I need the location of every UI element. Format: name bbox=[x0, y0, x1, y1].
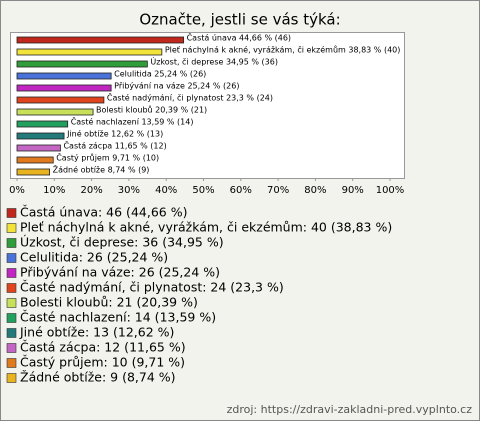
bar-label: Časté nachlazení 13,59 % (14) bbox=[71, 116, 194, 127]
bar bbox=[16, 48, 163, 56]
bar-label: Přibývání na váze 25,24 % (26) bbox=[114, 82, 239, 91]
bar bbox=[16, 156, 54, 164]
legend-swatch bbox=[6, 238, 17, 248]
bar bbox=[16, 84, 112, 92]
legend-label: Časté nadýmání, či plynatost: 24 (23,3 %… bbox=[20, 280, 284, 295]
x-tick-label: 60% bbox=[230, 185, 252, 196]
bar-label: Úzkost, či deprese 34,95 % (36) bbox=[150, 56, 278, 67]
bar-label: Bolesti kloubů 20,39 % (21) bbox=[96, 105, 207, 115]
legend-label: Jiné obtíže: 13 (12,62 %) bbox=[19, 325, 174, 340]
x-tick-label: 80% bbox=[304, 185, 326, 196]
bar bbox=[16, 60, 148, 68]
bar bbox=[16, 72, 112, 80]
legend-swatch bbox=[6, 208, 17, 218]
x-tick-label: 0% bbox=[9, 185, 25, 196]
source: zdroj: https://zdravi-zakladni-pred.vypl… bbox=[227, 403, 473, 416]
bar bbox=[16, 132, 65, 140]
bar bbox=[16, 96, 105, 104]
bar-label: Častý průjem 9,71 % (10) bbox=[56, 152, 159, 163]
x-tick-label: 70% bbox=[267, 185, 289, 196]
legend-swatch bbox=[6, 358, 17, 368]
legend-label: Častá únava: 46 (44,66 %) bbox=[20, 205, 187, 220]
bar-label: Časté nadýmání, či plynatost 23,3 % (24) bbox=[107, 92, 273, 103]
x-tick-label: 40% bbox=[155, 185, 177, 196]
bar bbox=[16, 144, 61, 152]
bar bbox=[16, 36, 184, 44]
bar bbox=[16, 108, 94, 116]
bar-label: Jiné obtíže 12,62 % (13) bbox=[66, 129, 163, 139]
legend-swatch bbox=[6, 343, 17, 353]
bar-label: Pleť náchylná k akné, vyrážkám, či ekzém… bbox=[165, 45, 401, 55]
legend-label: Častá zácpa: 12 (11,65 %) bbox=[20, 340, 186, 355]
legend-label: Častý průjem: 10 (9,71 %) bbox=[20, 355, 185, 370]
plot-area bbox=[10, 32, 405, 179]
legend-swatch bbox=[6, 328, 17, 338]
bar bbox=[16, 120, 69, 128]
x-tick-label: 10% bbox=[43, 185, 65, 196]
x-tick-label: 90% bbox=[342, 185, 364, 196]
legend-label: Celulitida: 26 (25,24 %) bbox=[20, 250, 168, 265]
legend-label: Pleť náchylná k akné, vyrážkám, či ekzém… bbox=[20, 220, 392, 235]
legend-swatch bbox=[6, 268, 17, 278]
bar-label: Celulitida 25,24 % (26) bbox=[114, 70, 206, 79]
chart-title: Označte, jestli se vás týká: bbox=[139, 11, 340, 29]
legend-label: Úzkost, či deprese: 36 (34,95 %) bbox=[20, 235, 224, 250]
x-tick-label: 50% bbox=[192, 185, 214, 196]
bar-label: Častá zácpa 11,65 % (12) bbox=[63, 140, 166, 151]
legend-swatch bbox=[6, 223, 17, 233]
bar-label: Častá únava 44,66 % (46) bbox=[187, 32, 291, 43]
legend-swatch bbox=[6, 373, 17, 383]
legend-label: Přibývání na váze: 26 (25,24 %) bbox=[20, 265, 220, 280]
legend-label: Bolesti kloubů: 21 (20,39 %) bbox=[20, 295, 198, 310]
legend-swatch bbox=[6, 298, 17, 308]
bar-label: Žádné obtíže 8,74 % (9) bbox=[53, 164, 150, 175]
legend-label: Časté nachlazení: 14 (13,59 %) bbox=[20, 310, 216, 325]
x-tick-label: 100% bbox=[376, 185, 405, 196]
legend-swatch bbox=[6, 283, 17, 293]
bar bbox=[16, 168, 51, 176]
legend-swatch bbox=[6, 313, 17, 323]
legend-label: Žádné obtíže: 9 (8,74 %) bbox=[20, 370, 176, 385]
x-tick-label: 20% bbox=[80, 185, 102, 196]
legend-swatch bbox=[6, 253, 17, 263]
x-tick-label: 30% bbox=[118, 185, 140, 196]
